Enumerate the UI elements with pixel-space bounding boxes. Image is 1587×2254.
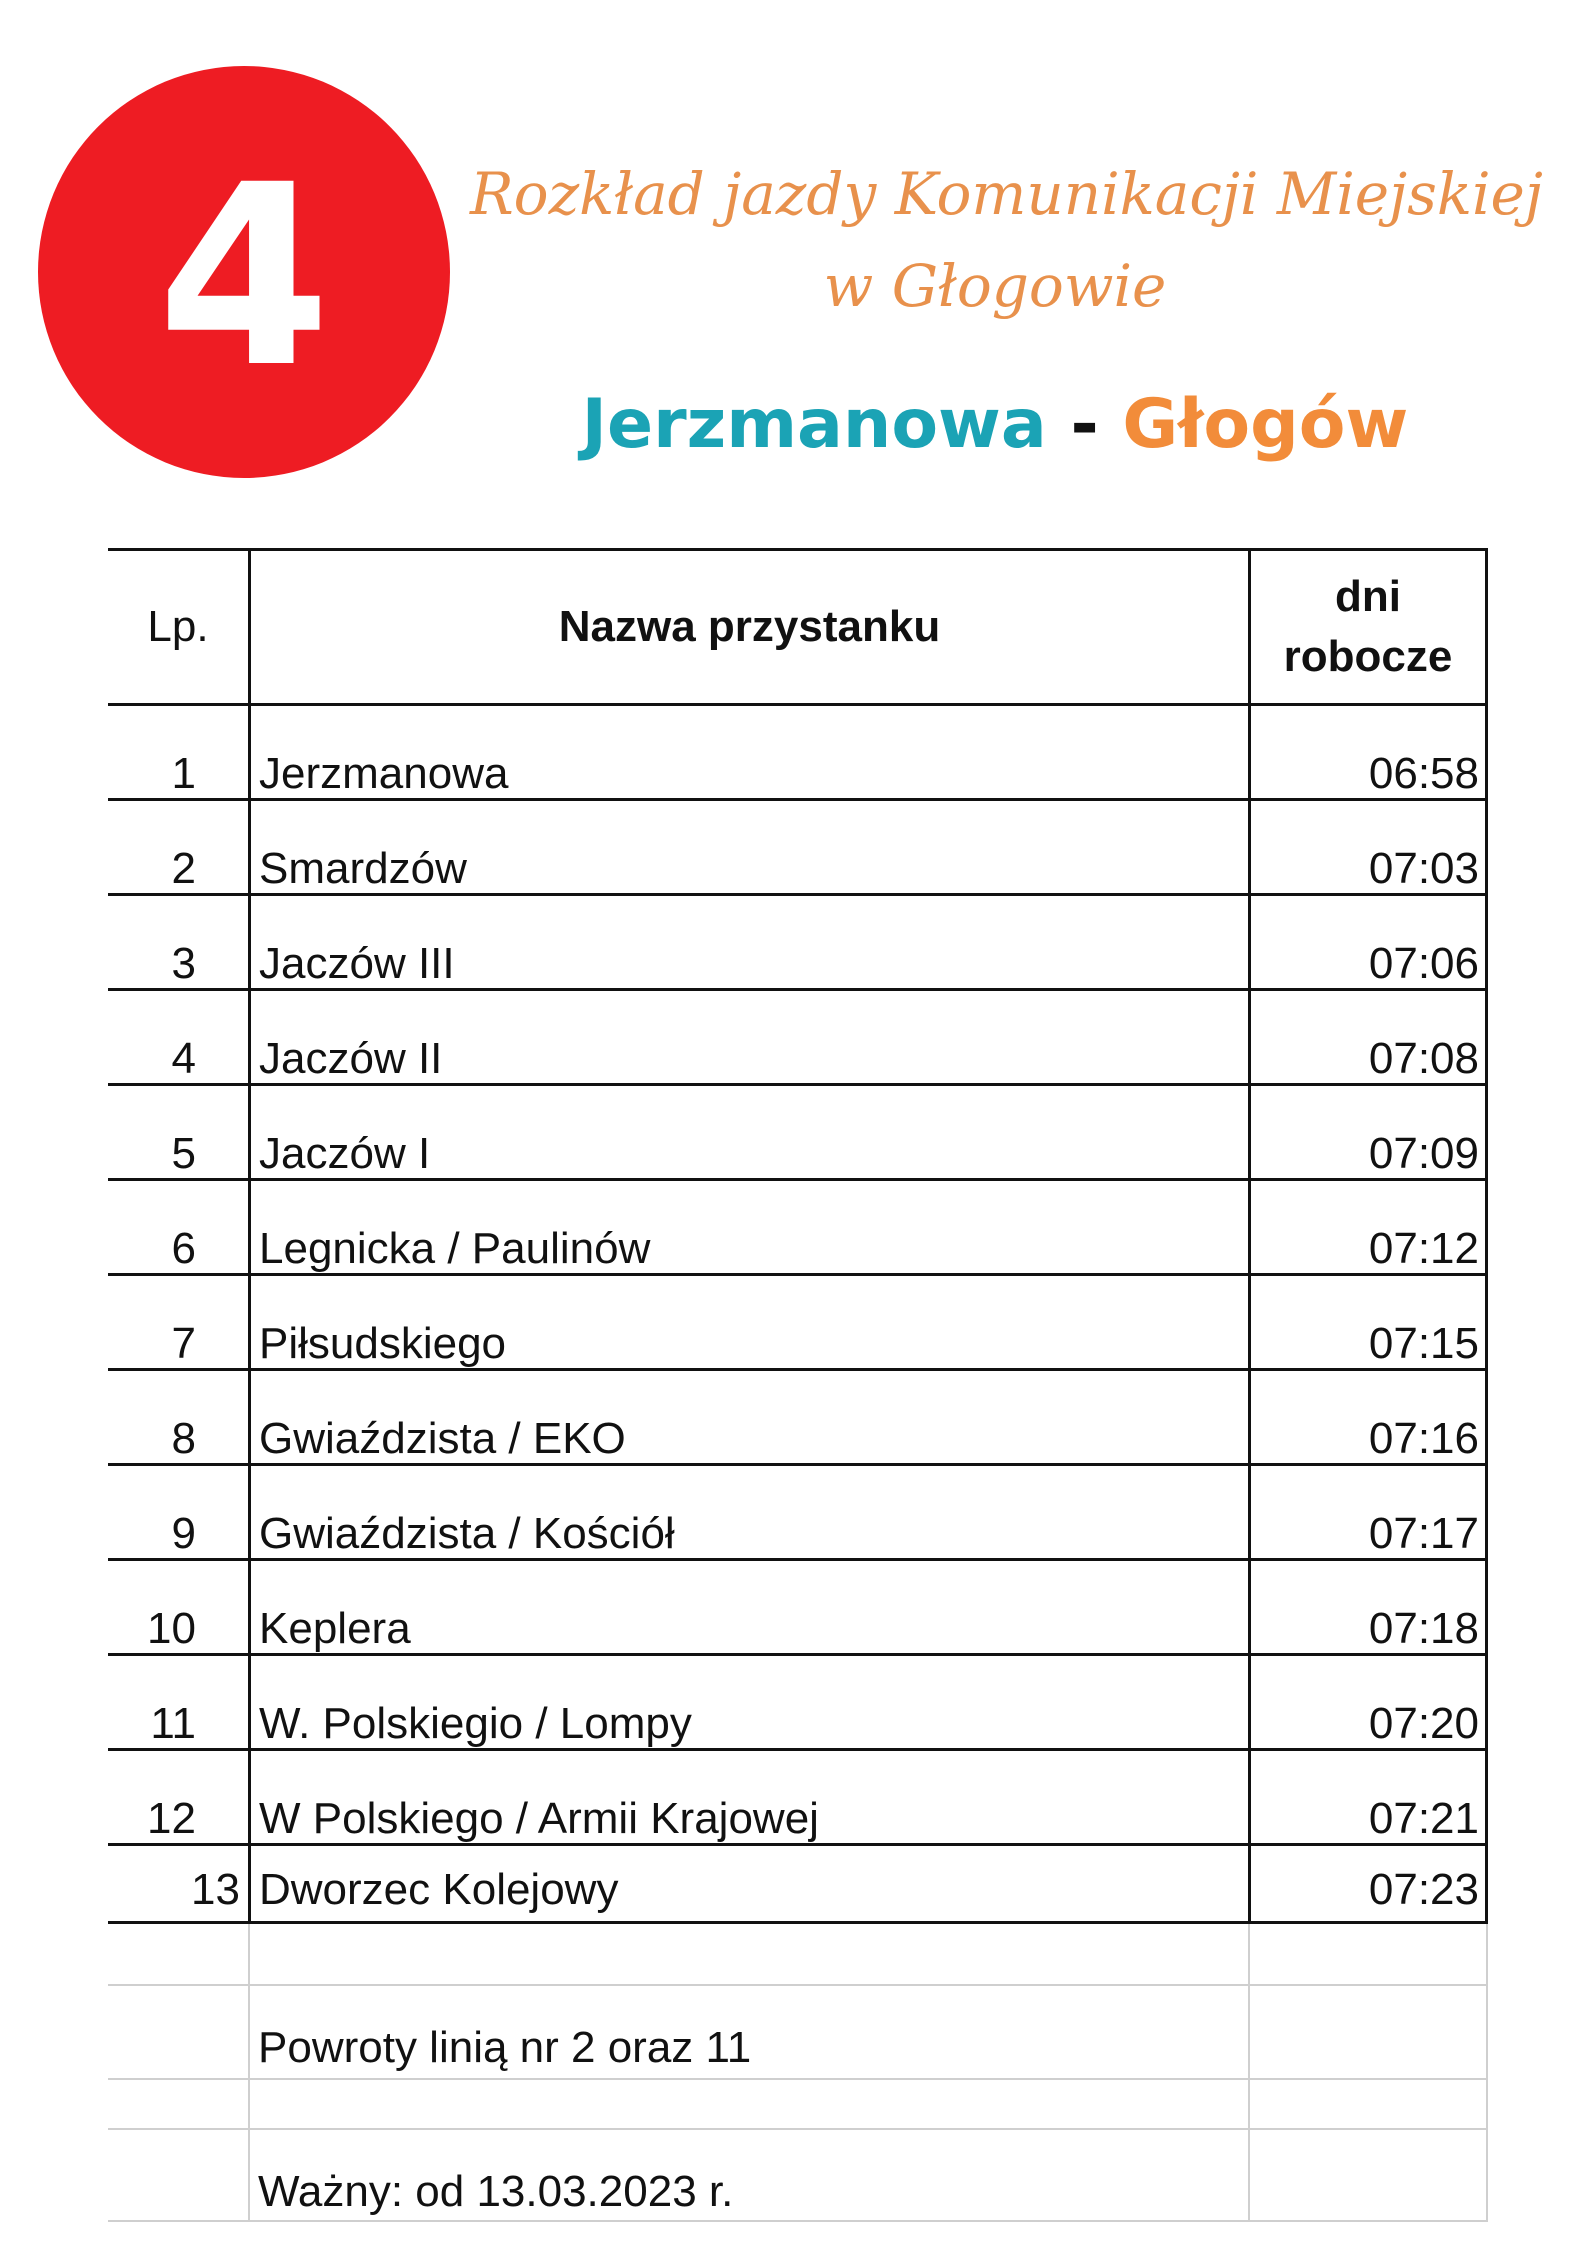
header-lp: Lp. xyxy=(147,602,209,651)
spacer-row xyxy=(108,2080,1488,2130)
departure-time: 07:16 xyxy=(1248,1371,1488,1463)
table-row: 5 Jaczów I 07:09 xyxy=(108,1086,1488,1181)
stop-name: Jaczów II xyxy=(248,991,1248,1083)
table-row: 12 W Polskiego / Armii Krajowej 07:21 xyxy=(108,1751,1488,1846)
route-title: Jerzmanowa - Głogów xyxy=(470,380,1520,470)
stop-number: 12 xyxy=(147,1794,196,1843)
departure-time: 07:06 xyxy=(1248,896,1488,988)
header-weekdays-line-1: dni xyxy=(1335,572,1401,621)
departure-time: 07:23 xyxy=(1248,1846,1488,1921)
departure-time: 06:58 xyxy=(1248,706,1488,798)
subtitle-line-1: Rozkład jazdy Komunikacji Miejskiej xyxy=(470,160,1543,228)
departure-time: 07:18 xyxy=(1248,1561,1488,1653)
stop-name: Piłsudskiego xyxy=(248,1276,1248,1368)
stop-name: Jaczów III xyxy=(248,896,1248,988)
departure-time: 07:12 xyxy=(1248,1181,1488,1273)
timetable-subtitle: Rozkład jazdy Komunikacji Miejskiej w Gł… xyxy=(470,148,1543,332)
stop-name: Dworzec Kolejowy xyxy=(248,1846,1248,1921)
line-number-badge: 4 xyxy=(38,66,450,478)
note-returns: Powroty linią nr 2 oraz 11 xyxy=(248,1986,1248,2078)
table-row: 2 Smardzów 07:03 xyxy=(108,801,1488,896)
route-from: Jerzmanowa xyxy=(581,385,1047,464)
stop-number: 10 xyxy=(147,1604,196,1653)
table-row: 4 Jaczów II 07:08 xyxy=(108,991,1488,1086)
departure-time: 07:17 xyxy=(1248,1466,1488,1558)
table-row: 1 Jerzmanowa 06:58 xyxy=(108,706,1488,801)
table-row: 9 Gwiaździsta / Kościół 07:17 xyxy=(108,1466,1488,1561)
stop-number: 8 xyxy=(171,1414,196,1463)
note-row-valid: Ważny: od 13.03.2023 r. xyxy=(108,2130,1488,2222)
stop-name: Smardzów xyxy=(248,801,1248,893)
stop-number: 3 xyxy=(171,939,196,988)
stop-name: Keplera xyxy=(248,1561,1248,1653)
stop-number: 6 xyxy=(171,1224,196,1273)
table-row: 8 Gwiaździsta / EKO 07:16 xyxy=(108,1371,1488,1466)
departure-time: 07:08 xyxy=(1248,991,1488,1083)
stop-number: 5 xyxy=(171,1129,196,1178)
departure-time: 07:15 xyxy=(1248,1276,1488,1368)
departure-time: 07:21 xyxy=(1248,1751,1488,1843)
subtitle-line-2: w Głogowie xyxy=(823,252,1167,320)
stop-number: 4 xyxy=(171,1034,196,1083)
stop-name: Jaczów I xyxy=(248,1086,1248,1178)
departure-time: 07:03 xyxy=(1248,801,1488,893)
stop-number: 13 xyxy=(191,1865,240,1914)
table-row: 3 Jaczów III 07:06 xyxy=(108,896,1488,991)
table-row: 13 Dworzec Kolejowy 07:23 xyxy=(108,1846,1488,1924)
line-number: 4 xyxy=(157,131,331,422)
table-header-row: Lp. Nazwa przystanku dni robocze xyxy=(108,548,1488,706)
stop-name: Legnicka / Paulinów xyxy=(248,1181,1248,1273)
table-row: 6 Legnicka / Paulinów 07:12 xyxy=(108,1181,1488,1276)
timetable: Lp. Nazwa przystanku dni robocze 1 Jerzma… xyxy=(108,548,1488,2222)
departure-time: 07:09 xyxy=(1248,1086,1488,1178)
table-row: 11 W. Polskiegio / Lompy 07:20 xyxy=(108,1656,1488,1751)
header-weekdays-line-2: robocze xyxy=(1283,632,1453,681)
stop-number: 7 xyxy=(171,1319,196,1368)
note-valid: Ważny: od 13.03.2023 r. xyxy=(248,2130,1248,2220)
stop-name: W Polskiego / Armii Krajowej xyxy=(248,1751,1248,1843)
stop-name: Jerzmanowa xyxy=(248,706,1248,798)
stop-number: 2 xyxy=(171,844,196,893)
spacer-row xyxy=(108,1924,1488,1986)
stop-number: 1 xyxy=(171,749,196,798)
stop-name: W. Polskiegio / Lompy xyxy=(248,1656,1248,1748)
header-stop-name: Nazwa przystanku xyxy=(248,551,1248,703)
route-to: Głogów xyxy=(1122,385,1409,464)
note-row-returns: Powroty linią nr 2 oraz 11 xyxy=(108,1986,1488,2080)
table-row: 10 Keplera 07:18 xyxy=(108,1561,1488,1656)
stop-name: Gwiaździsta / EKO xyxy=(248,1371,1248,1463)
departure-time: 07:20 xyxy=(1248,1656,1488,1748)
stop-name: Gwiaździsta / Kościół xyxy=(248,1466,1248,1558)
stop-number: 11 xyxy=(150,1699,196,1748)
table-row: 7 Piłsudskiego 07:15 xyxy=(108,1276,1488,1371)
stop-number: 9 xyxy=(171,1509,196,1558)
header-weekdays: dni robocze xyxy=(1248,551,1488,703)
route-separator: - xyxy=(1046,385,1123,464)
